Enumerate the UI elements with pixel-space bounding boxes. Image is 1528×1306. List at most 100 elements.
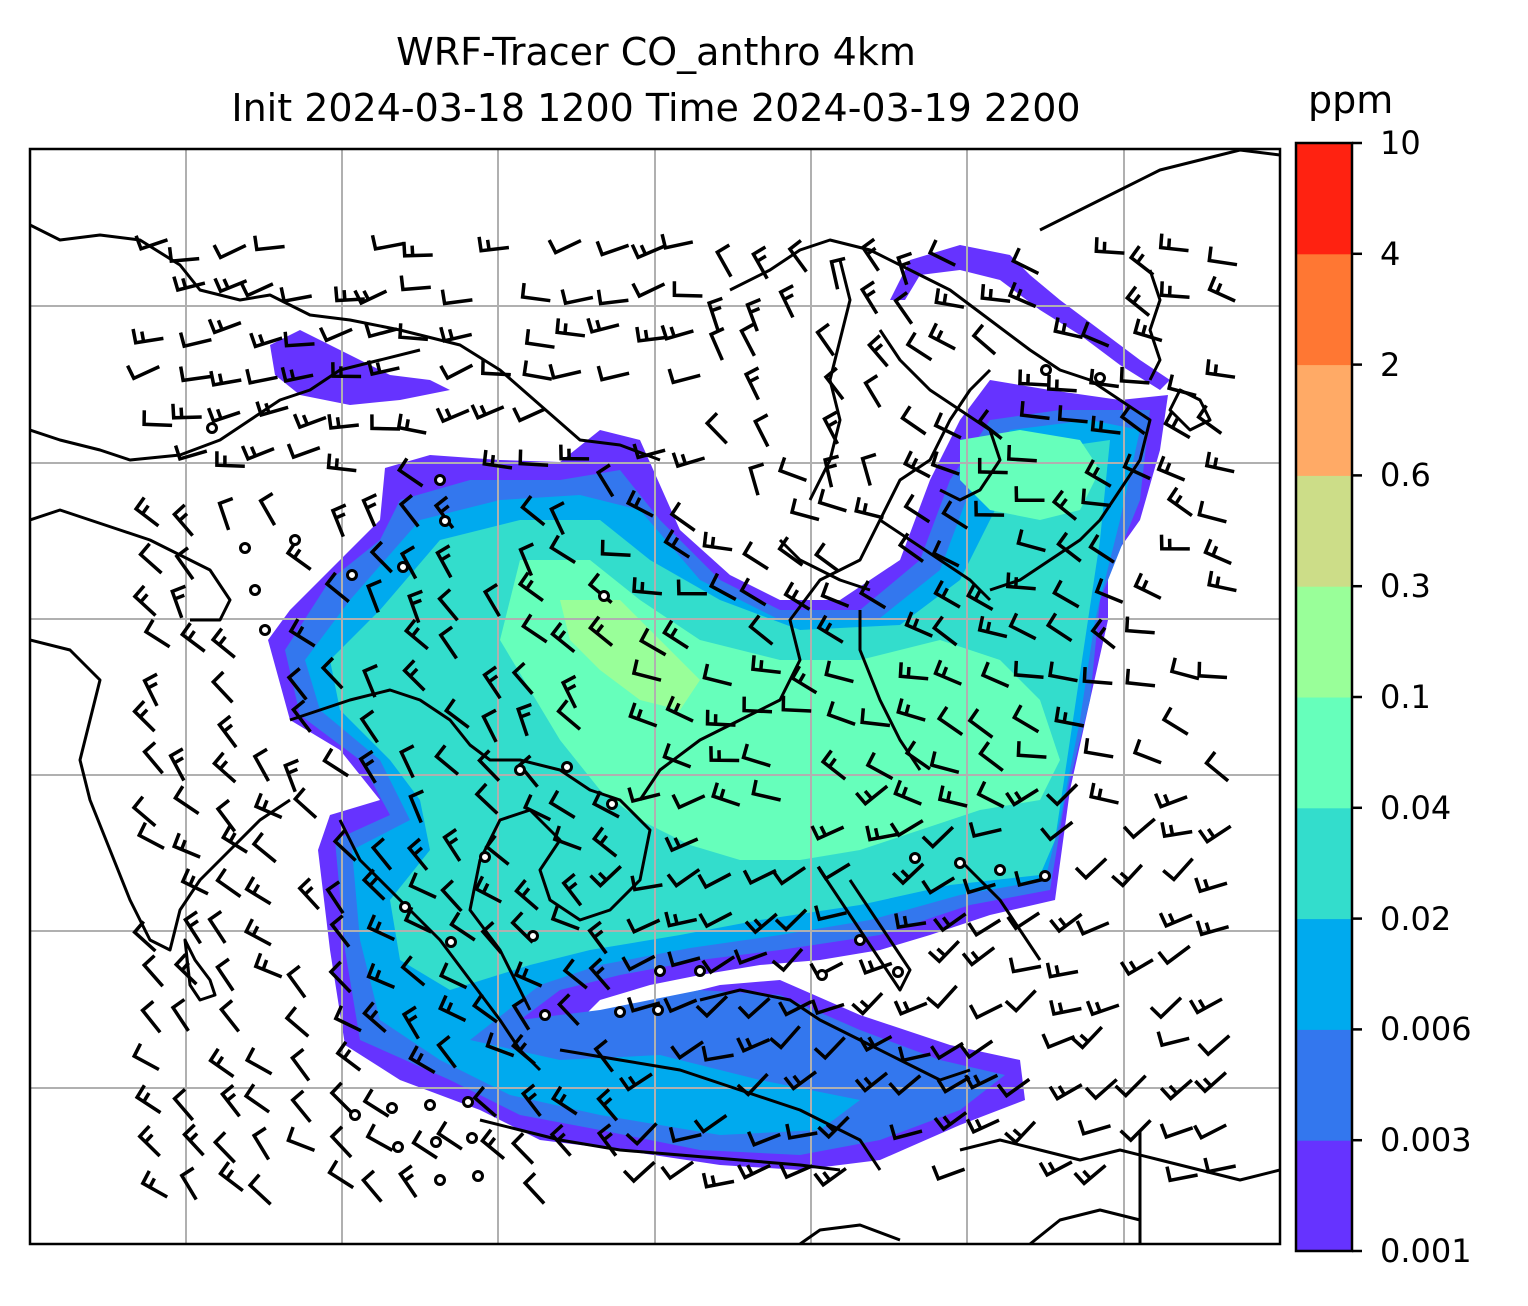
wind-barb [366, 962, 396, 990]
wind-barb [746, 1131, 781, 1147]
wind-barb [930, 1041, 964, 1061]
wind-barb [628, 702, 658, 728]
wind-barb [1090, 618, 1116, 650]
wind-barb [929, 751, 960, 774]
wind-barb [671, 452, 706, 469]
wind-barb [813, 1167, 847, 1188]
wind-barb [173, 953, 198, 986]
wind-barb [1159, 534, 1190, 551]
wind-barb [933, 1111, 968, 1132]
wind-barb [1004, 1120, 1037, 1145]
wind-barb [365, 1123, 394, 1152]
wind-barb [472, 1085, 498, 1118]
wind-barb [559, 444, 590, 461]
wind-barb [439, 326, 473, 343]
colorbar-tick-label: 0.3 [1380, 567, 1431, 606]
wind-barb [362, 1001, 387, 1034]
wind-barb [521, 613, 548, 644]
wind-barb [1132, 738, 1162, 765]
wind-barb [136, 821, 165, 850]
wind-barb [548, 789, 576, 819]
wind-barb [662, 619, 689, 650]
wind-barb [978, 741, 1004, 772]
wind-barb [449, 911, 476, 942]
wind-barb [133, 496, 160, 528]
wind-barb [1094, 577, 1124, 604]
wind-barb [701, 1172, 735, 1189]
wind-barb [1157, 944, 1191, 966]
colorbar-segment [1296, 1140, 1352, 1252]
wind-barb [1049, 912, 1083, 934]
wind-barb [208, 1047, 235, 1079]
wind-barb [333, 286, 365, 303]
wind-barb [411, 1129, 438, 1160]
wind-barb [436, 1035, 457, 1069]
wind-barb [398, 744, 415, 779]
wind-barb [851, 991, 884, 1016]
wind-barb [1007, 281, 1037, 309]
wind-barb [1205, 359, 1236, 379]
wind-barb [180, 868, 209, 896]
wind-barb [134, 1084, 162, 1115]
wind-barb [170, 998, 190, 1032]
wind-barb [1014, 870, 1048, 887]
wind-barb [789, 498, 820, 522]
wind-barb [778, 1000, 813, 1017]
wind-barb [815, 322, 836, 357]
wind-barb [937, 785, 968, 808]
wind-barb [243, 1083, 271, 1114]
wind-barb [442, 827, 462, 862]
wind-barb [859, 280, 879, 315]
wind-barb [1132, 318, 1163, 343]
wind-barb [631, 659, 662, 682]
wind-barb [733, 949, 768, 966]
wind-barb [736, 1072, 769, 1097]
wind-barb [739, 577, 767, 607]
wind-barb [1133, 572, 1162, 600]
wind-barb [708, 572, 737, 601]
wind-barb [1041, 1033, 1076, 1050]
wind-barb [927, 939, 961, 964]
wind-barb [790, 665, 818, 695]
wind-barb [290, 699, 312, 733]
wind-barb [817, 1115, 850, 1140]
wind-barb [930, 450, 960, 476]
wind-barb [1016, 529, 1046, 553]
wind-barb [132, 920, 157, 953]
wind-barb [1088, 533, 1115, 564]
calm-wind-circle [606, 798, 618, 810]
wind-barb [215, 451, 245, 468]
wind-barb [398, 323, 429, 342]
wind-barb [698, 911, 733, 929]
wind-barb [1054, 706, 1085, 728]
plume-core [560, 600, 700, 710]
wind-barb [742, 541, 769, 571]
wind-barb [996, 1077, 1031, 1099]
wind-barb [353, 289, 388, 306]
wind-barb [510, 1033, 536, 1066]
wind-barb [1204, 451, 1235, 474]
wind-barb [510, 1132, 535, 1165]
wind-barb [1045, 962, 1079, 979]
wind-barb [211, 751, 237, 784]
wind-barb [358, 749, 377, 784]
wind-barb [1207, 570, 1237, 593]
wind-barb [709, 746, 740, 763]
wind-barb [921, 876, 956, 895]
wind-barb [251, 831, 277, 864]
wind-barb [769, 1025, 801, 1050]
wind-barb [318, 326, 353, 343]
wind-barb [858, 959, 893, 976]
wind-barb [520, 495, 546, 527]
wind-barb [587, 615, 614, 647]
wind-barb [660, 233, 694, 250]
wind-barb [1163, 410, 1191, 440]
calm-wind-circle [206, 422, 218, 434]
wind-barb [370, 234, 404, 251]
wind-barb [814, 905, 847, 922]
calm-wind-circle [909, 852, 921, 864]
wind-barb [1197, 1034, 1231, 1057]
wind-barb [216, 714, 238, 749]
wind-barb [481, 359, 511, 377]
wind-barb [902, 450, 931, 479]
